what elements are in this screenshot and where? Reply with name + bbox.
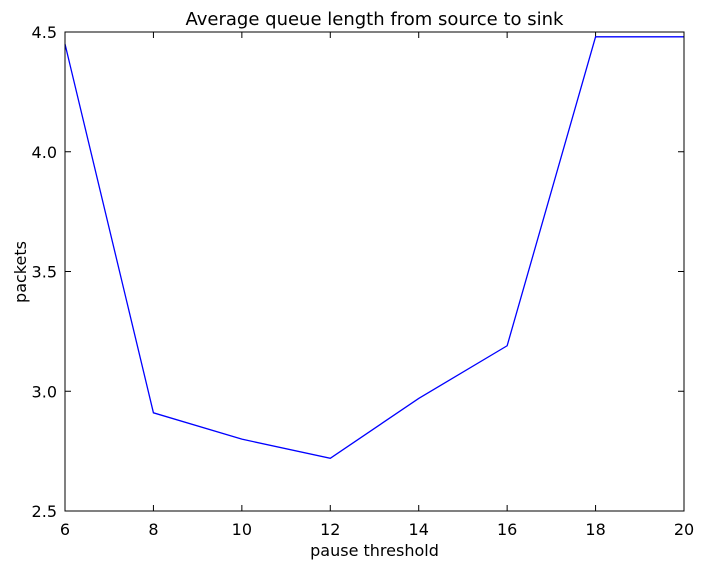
x-tick-label: 6 (60, 520, 70, 539)
y-tick-label: 2.5 (32, 502, 57, 521)
x-tick-label: 10 (232, 520, 252, 539)
x-tick-label: 8 (148, 520, 158, 539)
x-tick-label: 12 (320, 520, 340, 539)
y-tick-label: 4.5 (32, 23, 57, 42)
chart-title: Average queue length from source to sink (186, 9, 565, 30)
y-tick-label: 3.5 (32, 263, 57, 282)
y-tick-label: 3.0 (32, 382, 57, 401)
x-tick-label: 20 (674, 520, 694, 539)
x-tick-label: 16 (497, 520, 517, 539)
x-axis-label: pause threshold (310, 541, 439, 560)
y-tick-label: 4.0 (32, 143, 57, 162)
x-tick-label: 14 (409, 520, 429, 539)
x-tick-label: 18 (585, 520, 605, 539)
y-axis-label: packets (11, 241, 30, 303)
